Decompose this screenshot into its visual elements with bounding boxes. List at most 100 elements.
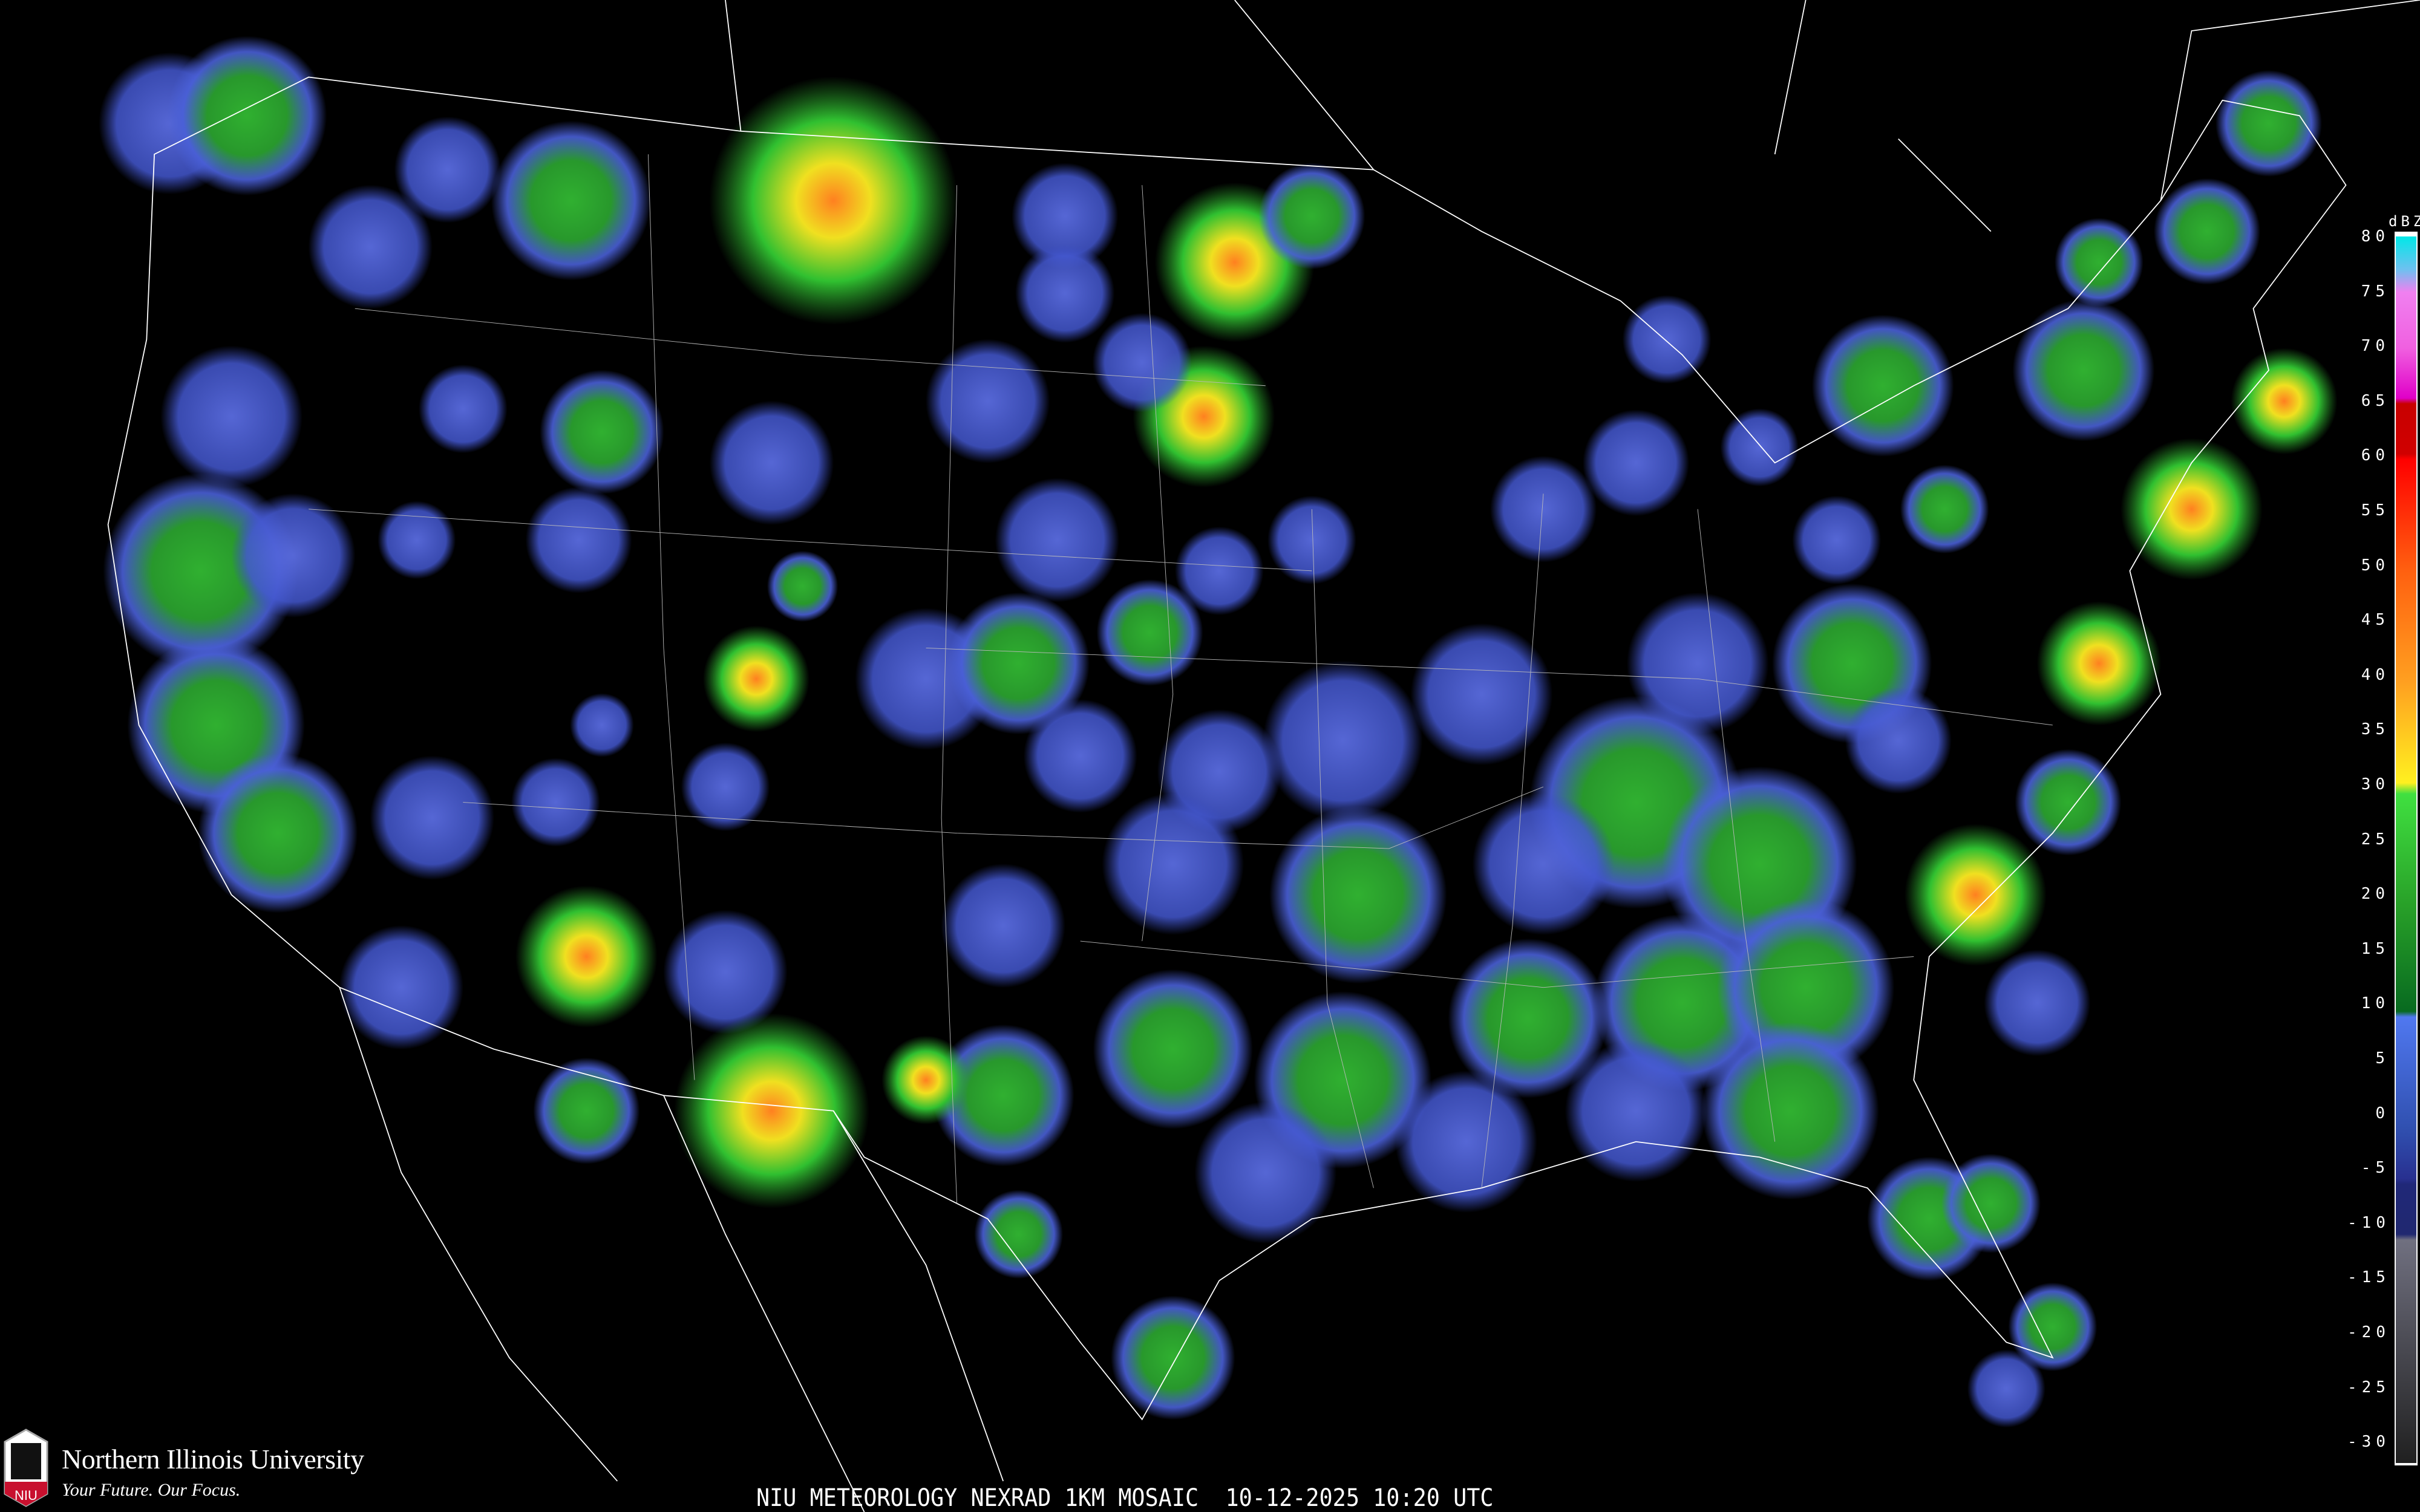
canada-lines [725,0,2420,232]
radar-echo [1269,806,1447,984]
radar-echo [2015,749,2122,856]
radar-echo [1263,660,1423,821]
radar-echo [709,76,958,325]
colorbar-tick-label: 25 [2361,830,2390,849]
radar-echo [674,1013,869,1209]
radar-echo [308,184,433,309]
colorbar-unit: dBZ [2389,213,2420,230]
radar-echo [1012,163,1119,270]
radar-echo [1900,464,1989,554]
university-tagline: Your Future. Our Focus. [62,1480,241,1500]
mexico-coast [339,987,1004,1512]
radar-echo [2153,178,2260,285]
radar-echo [925,339,1050,463]
colorbar-tick-label: 5 [2375,1049,2390,1067]
radar-echo [1811,314,1954,457]
colorbar-tick-label: 40 [2361,665,2390,684]
colorbar-tick-label: 15 [2361,939,2390,958]
radar-echo [1093,969,1253,1129]
radar-echo [1845,687,1952,794]
radar-echo [1092,313,1192,412]
radar-echo [231,493,356,618]
radar-echo [2055,218,2144,307]
colorbar-tick-label: 30 [2361,775,2390,793]
radar-echo [491,120,651,281]
radar-echo [1565,1040,1707,1182]
radar-echoes [99,36,2338,1428]
radar-echo [974,1190,1064,1279]
radar-echo [1410,623,1553,766]
radar-echo [1102,793,1244,935]
radar-echo [1941,1153,2041,1253]
radar-echo [370,755,494,880]
colorbar-tick-label: 50 [2361,556,2390,575]
colorbar-tick-label: 10 [2361,994,2390,1013]
radar-echo [511,758,600,847]
radar-echo [198,753,358,913]
colorbar-tick-label: 45 [2361,611,2390,630]
radar-echo [1194,1101,1337,1244]
radar-echo [1626,592,1769,735]
radar-echo [570,693,634,757]
radar-echo [2036,601,2162,726]
radar-echo [540,370,664,494]
niu-shield-icon: NIU [4,1429,48,1507]
colorbar-tick-label: 65 [2361,391,2390,410]
radar-echo [1792,495,1882,585]
radar-echo [932,1024,1074,1167]
colorbar-tick-label: -25 [2347,1378,2390,1396]
radar-echo [1395,1070,1537,1213]
radar-echo [1904,824,2047,966]
radar-echo [1701,1022,1879,1200]
radar-echo [1448,938,1608,1098]
radar-echo [881,1035,970,1125]
radar-echo [1015,243,1115,343]
reflectivity-colorbar [2395,232,2418,1465]
radar-echo [702,625,809,732]
radar-echo [1174,526,1264,616]
radar-echo [1111,1295,1235,1420]
shield-text: NIU [15,1488,38,1503]
radar-echo [2012,299,2155,442]
radar-echo [941,863,1065,988]
radar-echo [167,36,327,196]
radar-echo [1267,495,1356,585]
radar-echo [418,364,508,454]
radar-echo [339,925,463,1050]
colorbar-tick-label: 35 [2361,720,2390,739]
radar-echo [1984,950,2091,1057]
radar-echo [1967,1349,2046,1428]
colorbar-gradient [2396,236,2416,1463]
radar-echo [2008,1282,2098,1372]
radar-echo [663,910,788,1034]
radar-echo [1258,163,1365,270]
state-borders [309,154,2053,1204]
colorbar-tick-label: 55 [2361,501,2390,520]
radar-echo [378,501,456,579]
colorbar-tick-label: 80 [2361,227,2390,246]
radar-echo [709,400,834,525]
radar-echo [160,345,302,488]
radar-echo [681,742,770,832]
radar-echo [1720,408,1799,487]
radar-echo [2215,70,2322,177]
radar-echo [1490,455,1597,562]
colorbar-tick-label: -5 [2361,1159,2390,1178]
radar-echo [394,116,501,223]
colorbar-tick-label: 75 [2361,282,2390,301]
radar-echo [525,486,632,593]
colorbar-tick-label: -10 [2347,1213,2390,1232]
radar-echo [1096,579,1203,686]
radar-echo [947,592,1090,735]
radar-echo [995,478,1120,602]
colorbar-tick-label: 20 [2361,885,2390,904]
radar-echo [1472,793,1615,935]
university-name: Northern Illinois University [62,1444,364,1475]
map-caption: NIU METEOROLOGY NEXRAD 1KM MOSAIC 10-12-… [756,1484,1494,1512]
radar-echo [1023,699,1137,813]
colorbar-tick-label: 70 [2361,337,2390,356]
colorbar-tick-label: -15 [2347,1268,2390,1287]
colorbar-tick-label: 60 [2361,446,2390,465]
colorbar-tick-label: 0 [2375,1104,2390,1123]
